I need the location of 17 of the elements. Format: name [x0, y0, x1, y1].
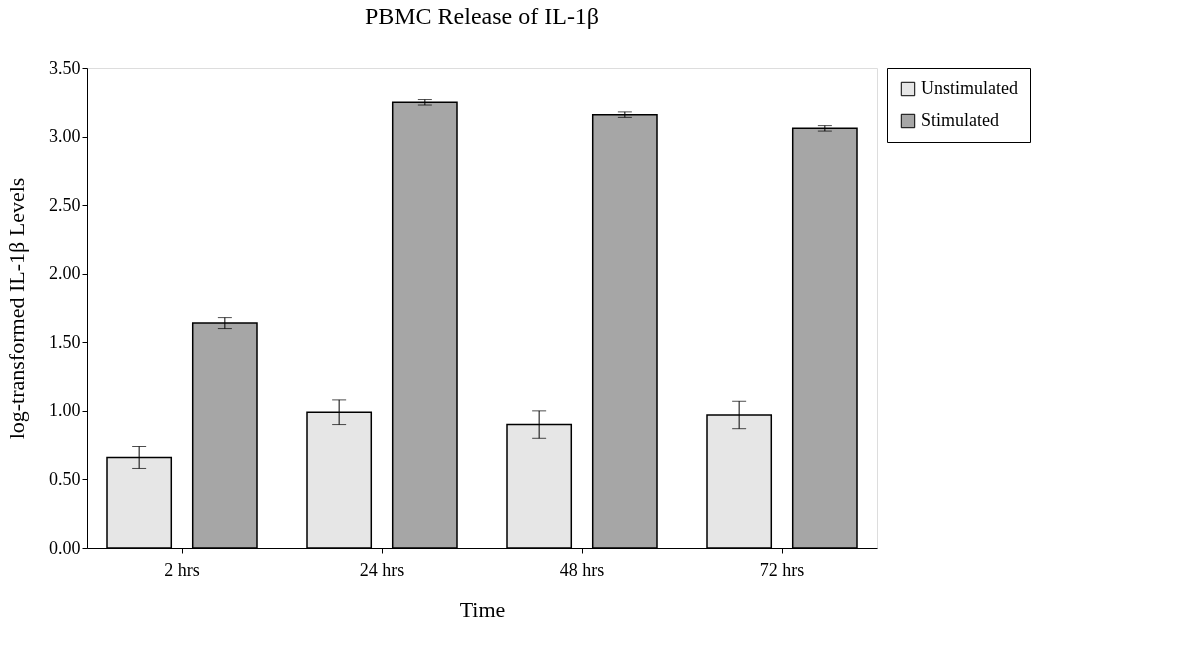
y-axis-title: log-transformed IL-1β Levels	[4, 177, 29, 440]
x-tick-label: 24 hrs	[359, 559, 405, 580]
legend-label: Unstimulated	[921, 78, 1018, 98]
y-tick-label: 1.00	[49, 400, 81, 421]
y-tick-label: 3.50	[49, 57, 81, 78]
y-tick-label: 0.00	[49, 537, 81, 558]
legend-label: Stimulated	[921, 110, 999, 130]
x-tick-label: 2 hrs	[164, 559, 200, 580]
y-tick-label: 2.50	[49, 194, 81, 215]
x-tick-label: 72 hrs	[759, 559, 805, 580]
y-tick-label: 1.50	[49, 331, 81, 352]
chart-title: PBMC Release of IL-1β	[364, 3, 600, 29]
y-tick-label: 0.50	[49, 468, 81, 489]
y-tick-label: 2.00	[49, 263, 81, 284]
y-tick-label: 3.00	[49, 126, 81, 147]
x-axis-title: Time	[459, 596, 506, 622]
x-tick-label: 48 hrs	[559, 559, 605, 580]
